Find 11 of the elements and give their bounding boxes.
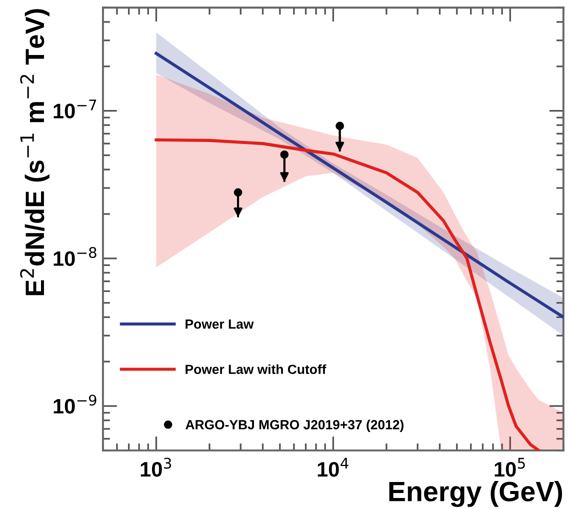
legend-label: ARGO-YBJ MGRO J2019+37 (2012) <box>186 420 404 432</box>
y-tick-label: 10$^{−8}$ <box>54 247 96 266</box>
y-tick-label: 10$^{−7}$ <box>54 100 96 118</box>
y-tick-label: 10$^{−9}$ <box>54 394 96 414</box>
legend-label: Power Law <box>186 320 254 329</box>
x-tick-label: 10$^{4}$ <box>318 458 348 477</box>
x-tick-label: 10$^{5}$ <box>494 458 525 477</box>
y-axis-title: E$^{2}$dN/dE (s$^{−1}$ m$^{−2}$ TeV) <box>20 9 50 296</box>
x-axis-title: Energy (GeV) <box>389 480 562 508</box>
x-tick-label: 10$^{3}$ <box>140 458 172 477</box>
legend-label: Power Law with Cutoff <box>186 364 326 374</box>
